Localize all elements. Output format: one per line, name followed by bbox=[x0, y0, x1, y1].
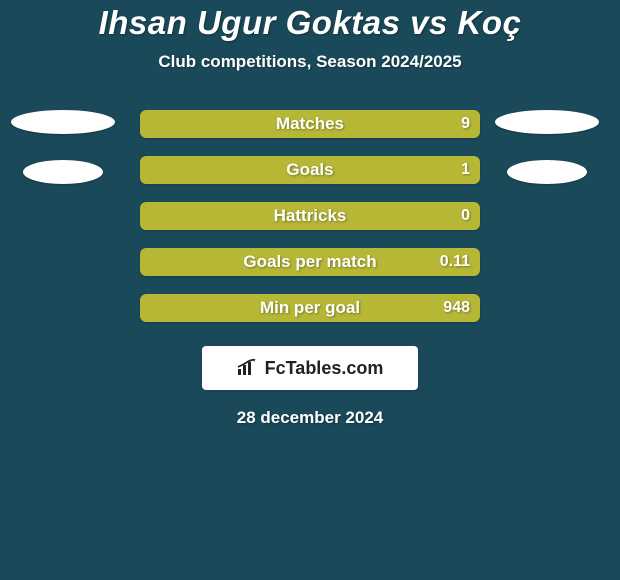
stat-row: Min per goal948 bbox=[140, 294, 480, 322]
season-subtitle: Club competitions, Season 2024/2025 bbox=[0, 52, 620, 72]
stat-chart: Matches9 Goals1 Hattricks0 Goals per match0… bbox=[0, 110, 620, 322]
stat-row-fill bbox=[140, 202, 480, 230]
comparison-infographic: Ihsan Ugur Goktas vs Koç Club competitio… bbox=[0, 0, 620, 580]
right-player-markers bbox=[492, 110, 602, 184]
brand-text: FcTables.com bbox=[265, 358, 384, 379]
brand-inner: FcTables.com bbox=[237, 358, 384, 379]
brand-badge[interactable]: FcTables.com bbox=[202, 346, 418, 390]
player-marker bbox=[23, 160, 103, 184]
stat-row: Goals per match0.11 bbox=[140, 248, 480, 276]
stat-row-fill bbox=[140, 156, 480, 184]
left-player-markers bbox=[8, 110, 118, 184]
page-title: Ihsan Ugur Goktas vs Koç bbox=[0, 4, 620, 42]
stat-row: Matches9 bbox=[140, 110, 480, 138]
chart-icon bbox=[237, 359, 259, 377]
player-marker bbox=[495, 110, 599, 134]
stat-row-fill bbox=[140, 248, 480, 276]
stat-row-fill bbox=[140, 294, 480, 322]
player-marker bbox=[507, 160, 587, 184]
stat-row-fill bbox=[140, 110, 480, 138]
player-marker bbox=[11, 110, 115, 134]
snapshot-date: 28 december 2024 bbox=[0, 408, 620, 428]
stat-rows: Matches9 Goals1 Hattricks0 Goals per match0… bbox=[140, 110, 480, 322]
stat-row: Hattricks0 bbox=[140, 202, 480, 230]
stat-row: Goals1 bbox=[140, 156, 480, 184]
